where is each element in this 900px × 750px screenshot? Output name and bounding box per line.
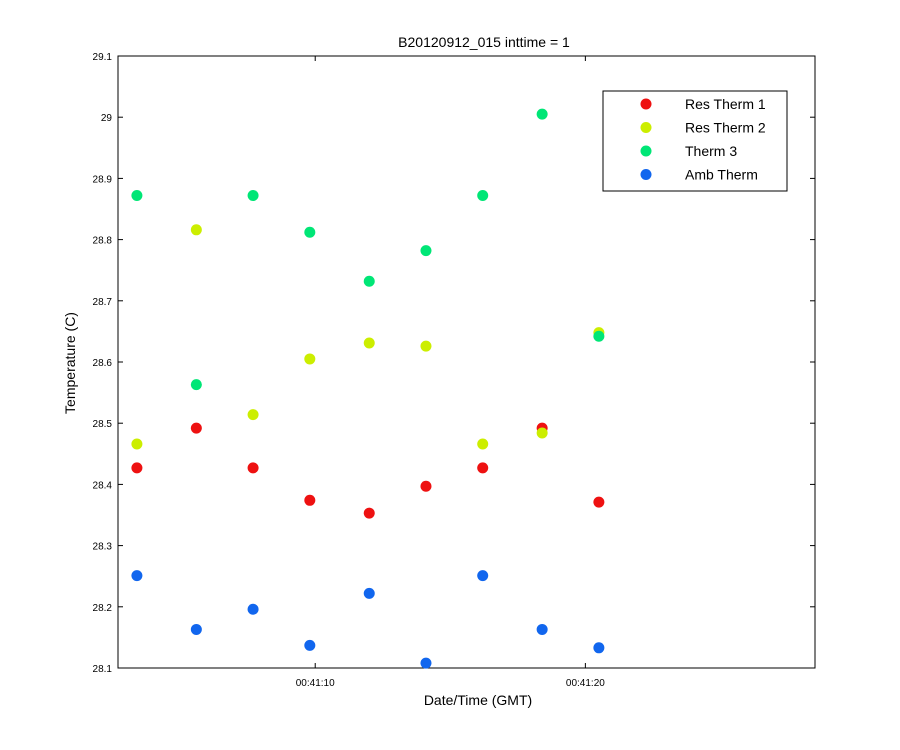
- point-res-therm-2: [131, 438, 143, 450]
- y-tick-label: 28.9: [93, 174, 113, 185]
- data-points: [131, 108, 605, 669]
- point-therm-3: [304, 226, 316, 238]
- y-tick-label: 28.1: [93, 664, 113, 675]
- point-res-therm-1: [304, 494, 316, 506]
- point-amb-therm: [131, 570, 143, 582]
- y-axis-label: Temperature (C): [62, 312, 78, 414]
- legend-label-res-therm-1: Res Therm 1: [685, 96, 766, 112]
- point-therm-3: [363, 275, 375, 287]
- point-therm-3: [247, 190, 259, 202]
- legend-marker-therm-3: [640, 145, 652, 157]
- legend-label-res-therm-2: Res Therm 2: [685, 120, 766, 136]
- point-amb-therm: [420, 657, 432, 669]
- point-amb-therm: [593, 642, 605, 654]
- point-therm-3: [131, 190, 143, 202]
- point-res-therm-1: [190, 422, 202, 434]
- legend-marker-amb-therm: [640, 169, 652, 180]
- point-res-therm-2: [304, 353, 316, 365]
- point-res-therm-1: [131, 462, 143, 474]
- point-amb-therm: [363, 587, 375, 599]
- point-res-therm-2: [363, 337, 375, 349]
- y-tick-label: 28.4: [93, 480, 113, 491]
- x-axis-label: Date/Time (GMT): [424, 692, 532, 708]
- y-tick-label: 28.8: [93, 236, 113, 247]
- point-amb-therm: [477, 570, 489, 582]
- point-res-therm-1: [477, 462, 489, 474]
- point-res-therm-2: [420, 340, 432, 352]
- x-tick-label: 00:41:10: [296, 678, 335, 689]
- point-res-therm-1: [420, 480, 432, 492]
- x-axis-ticks: 00:41:10 00:41:20: [296, 56, 605, 689]
- legend-marker-res-therm-1: [640, 98, 652, 110]
- point-amb-therm: [304, 639, 316, 651]
- point-amb-therm: [536, 623, 548, 635]
- y-tick-label: 29.1: [93, 52, 113, 63]
- legend-marker-res-therm-2: [640, 122, 652, 133]
- y-tick-label: 28.2: [93, 603, 113, 614]
- point-amb-therm: [247, 603, 259, 615]
- point-res-therm-1: [363, 507, 375, 519]
- y-tick-label: 28.3: [93, 542, 113, 553]
- legend: Res Therm 1 Res Therm 2 Therm 3 Amb Therm: [602, 90, 788, 192]
- point-therm-3: [190, 379, 202, 391]
- y-tick-label: 28.7: [93, 297, 113, 308]
- legend-label-therm-3: Therm 3: [685, 143, 737, 159]
- point-therm-3: [536, 108, 548, 120]
- point-res-therm-2: [477, 438, 489, 450]
- legend-box: [602, 90, 788, 192]
- x-tick-label: 00:41:20: [566, 678, 605, 689]
- y-tick-label: 29: [101, 113, 113, 124]
- y-tick-label: 28.6: [93, 358, 113, 369]
- y-axis-ticks: 28.1 28.2 28.3 28.4 28.5 28.6 28.7 28.8 28.9 29 29…: [93, 52, 815, 675]
- point-res-therm-2: [247, 409, 259, 421]
- point-res-therm-2: [536, 427, 548, 439]
- point-res-therm-2: [190, 224, 202, 236]
- point-therm-3: [593, 330, 605, 342]
- y-tick-label: 28.5: [93, 419, 113, 430]
- point-amb-therm: [190, 623, 202, 635]
- legend-label-amb-therm: Amb Therm: [685, 167, 758, 183]
- chart-title: B20120912_015 inttime = 1: [398, 34, 570, 50]
- point-res-therm-1: [593, 496, 605, 508]
- point-res-therm-1: [247, 462, 259, 474]
- point-therm-3: [477, 190, 489, 202]
- point-therm-3: [420, 245, 432, 257]
